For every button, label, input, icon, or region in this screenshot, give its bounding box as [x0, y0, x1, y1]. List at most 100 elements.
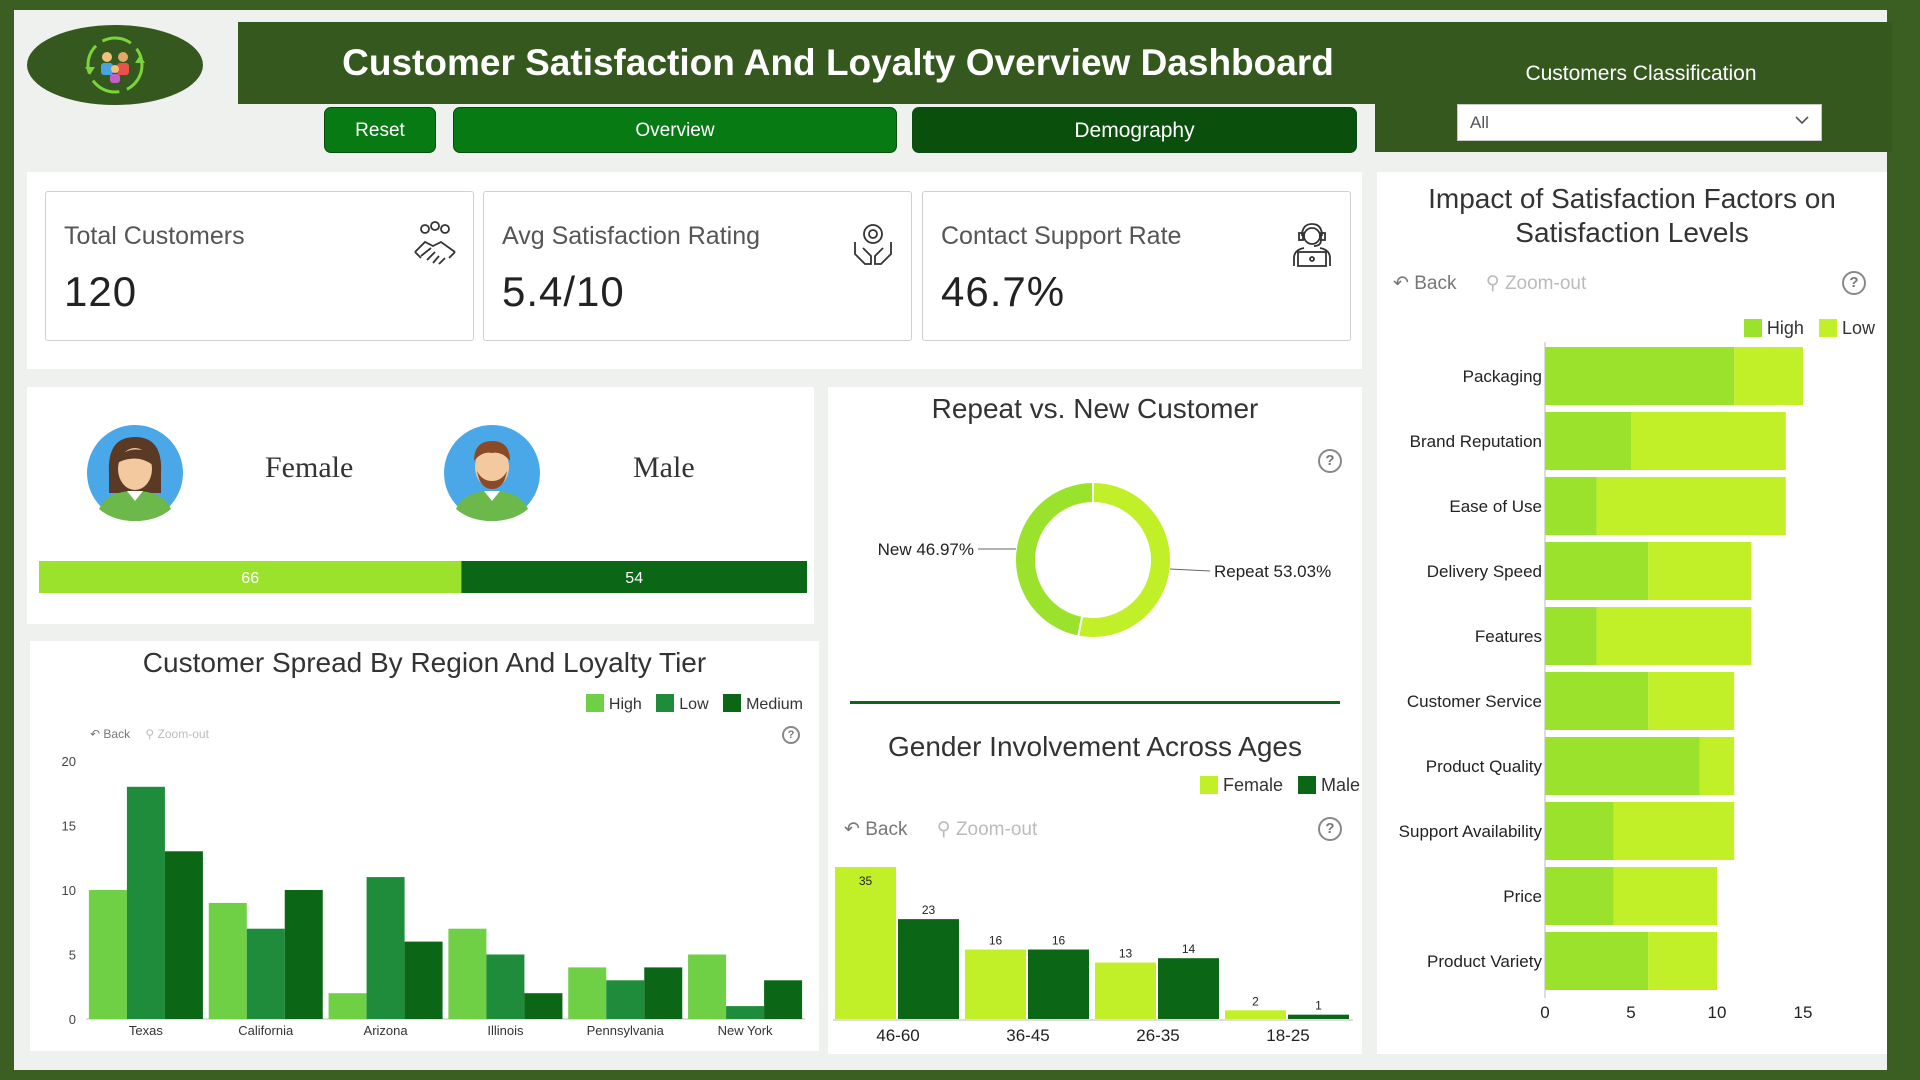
x-tick-label: 5 [1626, 1003, 1635, 1022]
zoom-out-label: Zoom-out [157, 727, 209, 741]
bar-high [1545, 737, 1700, 795]
help-icon[interactable]: ? [782, 726, 800, 744]
bar-low [1631, 412, 1786, 470]
bar-male [1288, 1014, 1349, 1019]
overview-button[interactable]: Overview [453, 107, 897, 153]
bar-high [448, 928, 487, 1019]
factors-chart-toolbar: ↶ Back ⚲ Zoom-out [1393, 272, 1586, 295]
zoom-out-button[interactable]: ⚲ Zoom-out [1485, 273, 1587, 294]
y-tick-label: Packaging [1463, 367, 1542, 386]
legend-item-low[interactable]: Low [656, 694, 709, 713]
age-chart-legend: Female Male [1190, 775, 1360, 796]
back-button[interactable]: ↶ Back [844, 819, 908, 840]
bar-high [688, 954, 727, 1019]
legend-item-low[interactable]: Low [1818, 318, 1875, 338]
bar-female [1225, 1010, 1286, 1019]
legend-swatch [1818, 319, 1837, 337]
bar-high [1545, 347, 1735, 405]
factors-chart-legend: High Low [1734, 318, 1875, 339]
zoom-out-button[interactable]: ⚲ Zoom-out [936, 819, 1038, 840]
bar-high [88, 890, 127, 1019]
bar-high [1545, 607, 1597, 665]
data-label: 2 [1252, 994, 1259, 1008]
legend-item-high[interactable]: High [585, 694, 642, 713]
kpi-avg-satisfaction: Avg Satisfaction Rating 5.4/10 [483, 191, 912, 341]
kpi-value: 120 [64, 268, 138, 315]
female-label: Female [265, 451, 354, 484]
customers-cycle-icon [85, 36, 145, 94]
back-button[interactable]: ↶ Back [1393, 273, 1457, 294]
y-tick-label: Support Availability [1399, 822, 1543, 841]
bar-low [1648, 542, 1752, 600]
kpi-label: Contact Support Rate [941, 222, 1182, 250]
kpi-value: 46.7% [941, 268, 1066, 315]
male-bar-label: 54 [625, 570, 643, 587]
bar-low [486, 954, 525, 1019]
bar-male [898, 919, 959, 1019]
age-chart-title: Gender Involvement Across Ages [888, 731, 1302, 762]
x-tick-label: Pennsylvania [587, 1023, 665, 1038]
gender-split-bar: 66 54 [39, 561, 807, 593]
bar-low [1648, 672, 1735, 730]
section-divider [850, 701, 1340, 704]
x-tick-label: 46-60 [876, 1026, 919, 1045]
y-tick-label: Brand Reputation [1410, 432, 1542, 451]
bar-high [1545, 802, 1614, 860]
y-tick-label: 5 [69, 948, 76, 963]
bar-high [1545, 412, 1631, 470]
data-label: 1 [1315, 999, 1322, 1013]
data-label: 16 [989, 934, 1003, 948]
y-tick-label: Delivery Speed [1427, 562, 1542, 581]
help-icon[interactable]: ? [1318, 449, 1342, 473]
legend-swatch [1298, 776, 1317, 794]
bar-low [1596, 607, 1752, 665]
bar-low [726, 1006, 765, 1019]
data-label: 14 [1182, 942, 1196, 956]
x-tick-label: 18-25 [1266, 1026, 1309, 1045]
y-tick-label: Ease of Use [1449, 497, 1542, 516]
classification-select[interactable]: All [1457, 104, 1822, 141]
x-tick-label: California [238, 1023, 294, 1038]
bar-high [1545, 867, 1614, 925]
legend-item-male[interactable]: Male [1298, 775, 1360, 795]
demography-button[interactable]: Demography [912, 107, 1357, 153]
legend-item-medium[interactable]: Medium [723, 694, 803, 713]
legend-label: Low [679, 696, 709, 713]
back-label: Back [1414, 273, 1457, 294]
middle-card: Repeat vs. New Customer ? New 46.97% Repe… [828, 387, 1362, 1054]
male-avatar-icon [444, 425, 540, 521]
y-tick-label: 0 [69, 1012, 76, 1027]
kpi-label: Avg Satisfaction Rating [502, 222, 761, 250]
kpi-value: 5.4/10 [502, 268, 625, 315]
female-avatar-icon [87, 425, 183, 521]
zoom-out-button[interactable]: ⚲ Zoom-out [145, 727, 209, 741]
logo [27, 25, 203, 105]
reset-button[interactable]: Reset [324, 107, 436, 153]
legend-swatch [1200, 776, 1218, 794]
y-tick-label: Customer Service [1407, 692, 1542, 711]
legend-item-high[interactable]: High [1743, 318, 1804, 338]
leader-line-repeat [1169, 568, 1211, 572]
factors-chart-card: Impact of Satisfaction Factors on Satisf… [1377, 172, 1887, 1054]
data-label: 16 [1052, 934, 1066, 948]
bar-medium [404, 941, 443, 1019]
classification-value: All [1470, 113, 1489, 132]
bar-female [965, 949, 1026, 1019]
x-tick-label: Illinois [487, 1023, 524, 1038]
help-icon[interactable]: ? [1318, 817, 1342, 841]
bar-male [1028, 949, 1089, 1019]
factors-chart-plot: Packaging Brand Reputation Ease of Use Deli… [1399, 342, 1812, 1022]
legend-swatch [1743, 319, 1762, 337]
legend-swatch [656, 694, 675, 712]
zoom-out-label: Zoom-out [955, 819, 1038, 840]
donut-slice-repeat [1077, 480, 1172, 639]
bar-low [246, 928, 285, 1019]
bar-low [1596, 477, 1786, 535]
page-title: Customer Satisfaction And Loyalty Overvi… [342, 42, 1334, 83]
bar-medium [764, 980, 803, 1019]
help-icon[interactable]: ? [1842, 271, 1866, 295]
y-tick-label: Price [1503, 887, 1542, 906]
back-button[interactable]: ↶ Back [90, 727, 131, 741]
legend-item-female[interactable]: Female [1200, 775, 1283, 795]
bar-high [328, 993, 367, 1019]
